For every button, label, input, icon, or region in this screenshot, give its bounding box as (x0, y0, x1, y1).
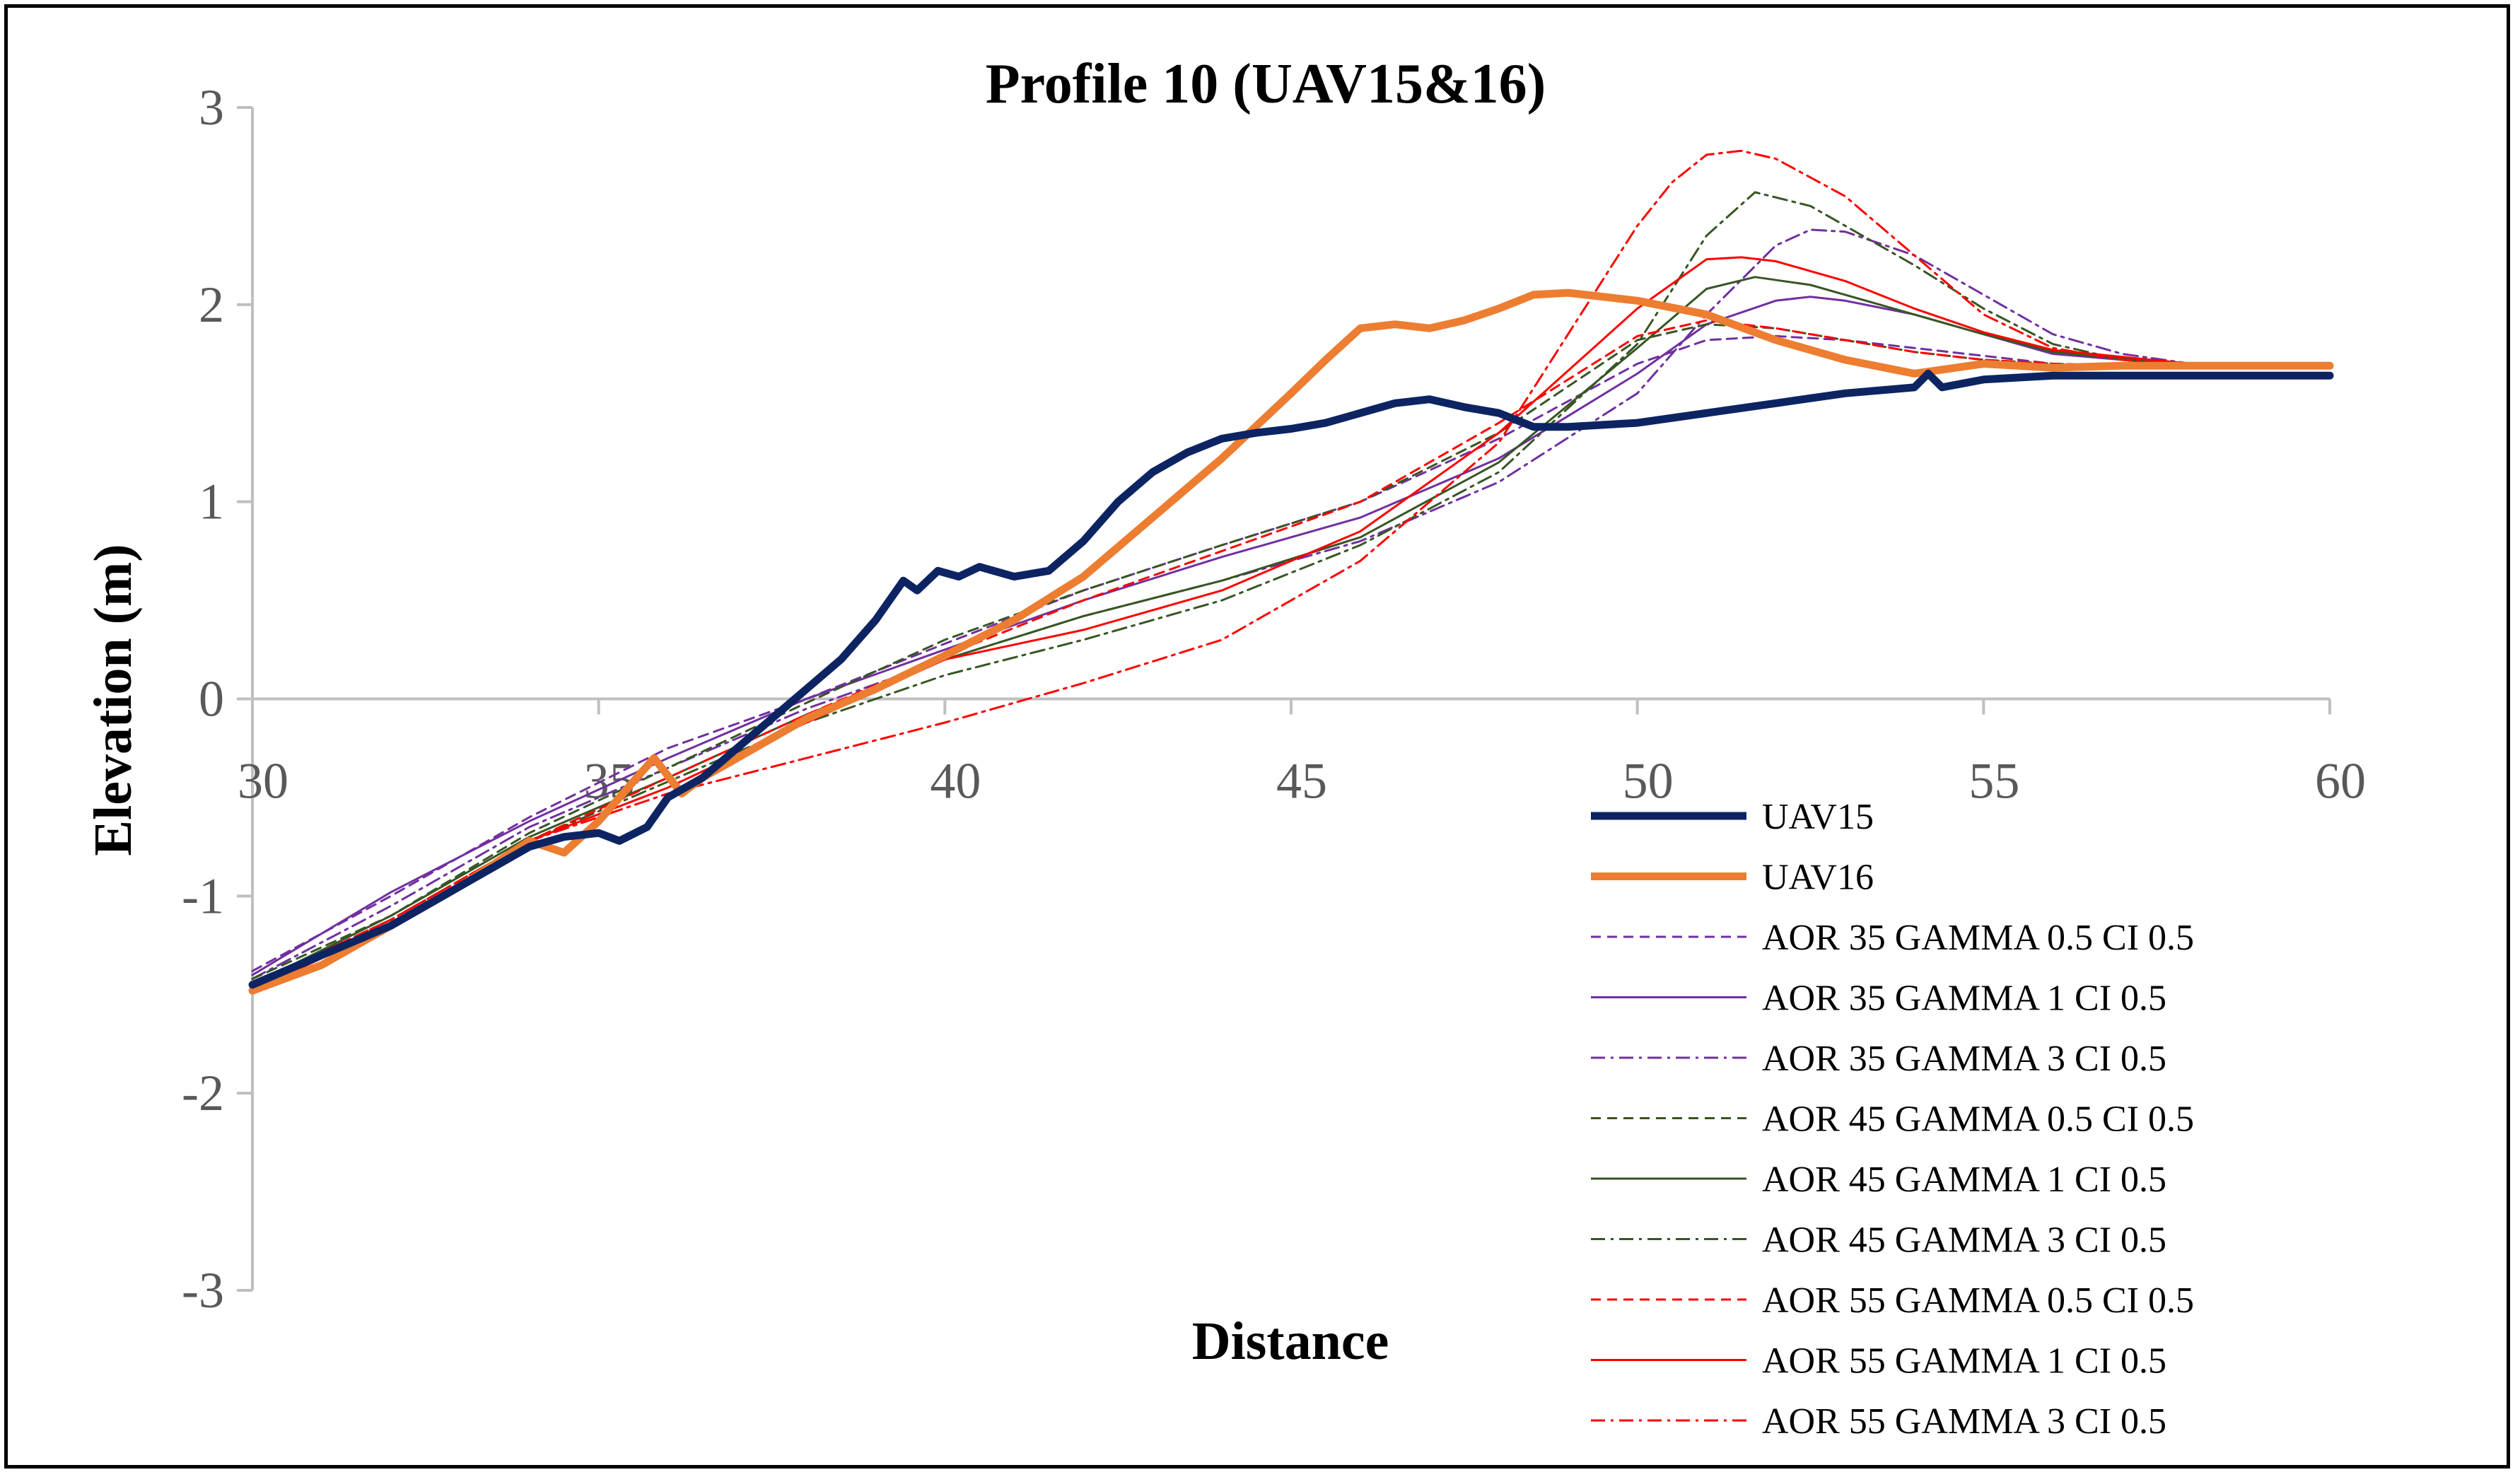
y-tick-label: -2 (182, 1065, 224, 1121)
legend: UAV15 UAV16 AOR 35 GAMMA 0.5 CI 0.5 AOR 35 … (1591, 797, 2194, 1442)
legend-label-10: AOR 55 GAMMA 3 CI 0.5 (1762, 1401, 2166, 1442)
legend-label-0: UAV15 (1762, 797, 1874, 837)
chart-frame (4, 4, 2510, 1469)
x-tick-label: 35 (584, 753, 635, 810)
legend-label-1: UAV16 (1762, 858, 1874, 898)
y-tick-label: 3 (199, 79, 224, 136)
legend-label-5: AOR 45 GAMMA 0.5 CI 0.5 (1762, 1099, 2194, 1140)
series-line-2 (251, 334, 2331, 972)
y-tick-label: 1 (199, 474, 224, 530)
legend-label-9: AOR 55 GAMMA 1 CI 0.5 (1762, 1341, 2166, 1382)
legend-label-2: AOR 35 GAMMA 0.5 CI 0.5 (1762, 918, 2194, 958)
x-tick-label: 55 (1968, 753, 2019, 810)
legend-label-4: AOR 35 GAMMA 3 CI 0.5 (1762, 1039, 2166, 1079)
series-line-1 (248, 288, 2334, 995)
legend-label-7: AOR 45 GAMMA 3 CI 0.5 (1762, 1220, 2166, 1261)
series-line-4 (251, 228, 2331, 980)
x-tick-label: 60 (2315, 753, 2366, 810)
x-tick-label: 45 (1276, 753, 1327, 810)
x-tick-label: 50 (1623, 753, 1674, 810)
y-tick-label: -1 (182, 868, 224, 924)
x-tick-label: 40 (930, 753, 981, 810)
x-tick-label: 30 (238, 753, 288, 810)
y-axis-label: Elevation (m) (83, 544, 143, 856)
series-lines (248, 149, 2334, 995)
chart-title: Profile 10 (UAV15&16) (986, 53, 1546, 115)
legend-label-8: AOR 55 GAMMA 0.5 CI 0.5 (1762, 1280, 2194, 1321)
series-line-7 (251, 191, 2331, 986)
y-tick-label: 0 (199, 671, 224, 728)
y-tick-label: 2 (199, 276, 224, 333)
y-tick-label: -3 (182, 1262, 224, 1319)
x-axis-label: Distance (1192, 1312, 1389, 1371)
series-line-0 (248, 369, 2334, 989)
series-line-9 (251, 256, 2331, 992)
series-line-8 (251, 319, 2331, 986)
axes: 3 2 1 0 -1 -2 -3 30 35 40 45 50 55 60 (182, 79, 2366, 1319)
legend-label-6: AOR 45 GAMMA 1 CI 0.5 (1762, 1160, 2166, 1200)
series-line-10 (251, 149, 2331, 986)
series-line-6 (251, 276, 2331, 986)
series-line-5 (251, 323, 2331, 980)
legend-label-3: AOR 35 GAMMA 1 CI 0.5 (1762, 979, 2166, 1019)
